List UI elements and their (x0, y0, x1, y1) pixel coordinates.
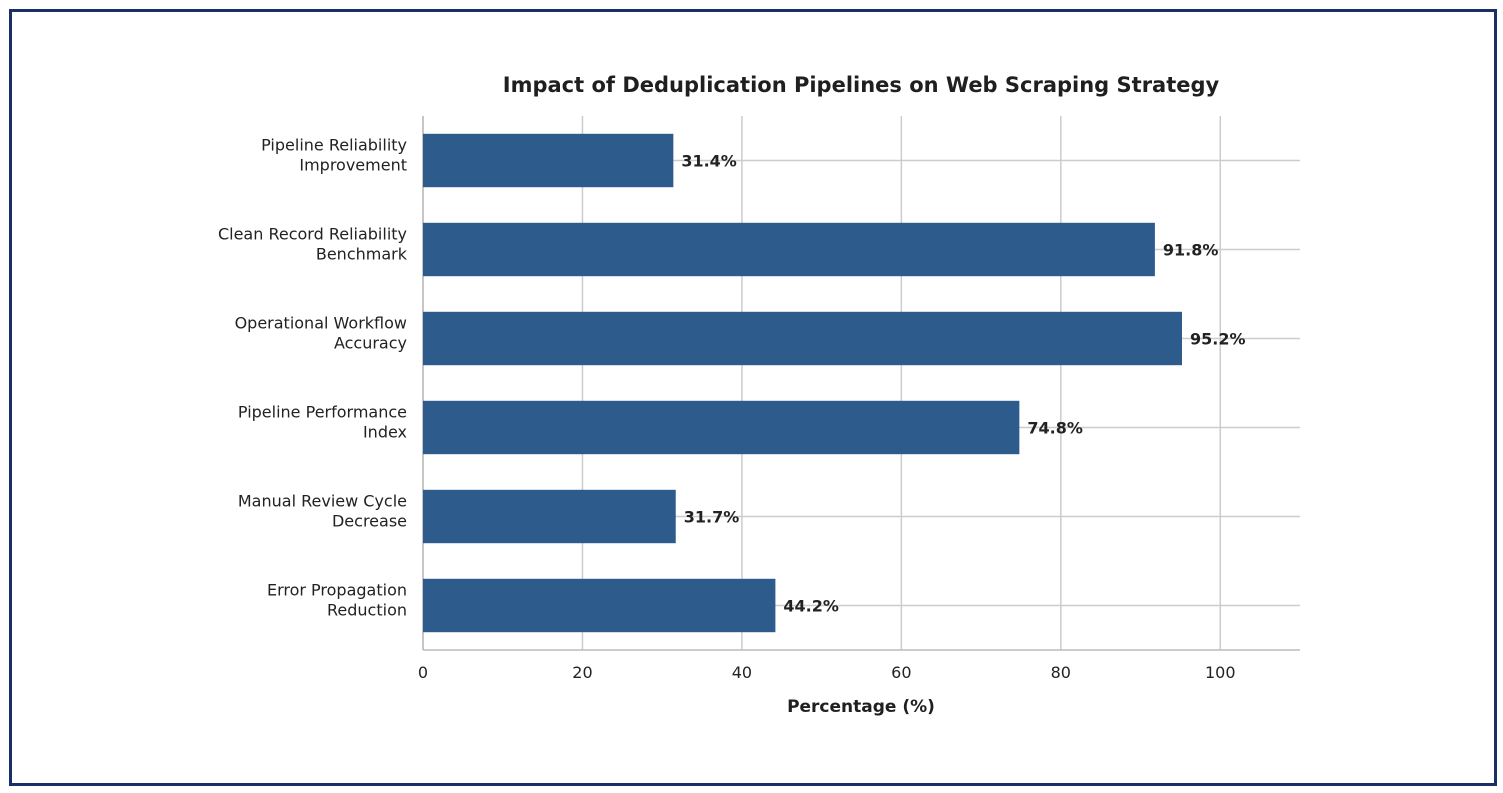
y-category-label-line: Manual Review Cycle (238, 492, 407, 511)
y-category-label-line: Index (363, 423, 407, 442)
x-tick-label: 100 (1205, 663, 1236, 682)
x-tick-label: 80 (1051, 663, 1071, 682)
y-category-label-line: Decrease (332, 512, 407, 531)
y-category-label-line: Operational Workflow (235, 314, 407, 333)
x-tick-label: 60 (891, 663, 911, 682)
axis-layer: 0 20 40 60 80 100 (418, 116, 1300, 682)
y-category-label-line: Pipeline Reliability (261, 136, 407, 155)
bar-value-label: 31.4% (681, 152, 737, 171)
x-tick-label: 40 (732, 663, 752, 682)
bar-layer (423, 133, 1183, 633)
bar-value-label: 74.8% (1027, 419, 1083, 438)
y-category-label: Operational Workflow Accuracy (235, 314, 407, 353)
label-layer: 31.4% Pipeline Reliability Improvement 91.8… (218, 136, 1246, 620)
chart-title: Impact of Deduplication Pipelines on Web… (503, 73, 1220, 97)
y-category-label: Error Propagation Reduction (267, 581, 407, 620)
bar (423, 133, 674, 188)
bar (423, 489, 676, 544)
y-category-label: Pipeline Performance Index (238, 403, 407, 442)
bar (423, 311, 1183, 366)
bar-value-label: 44.2% (783, 597, 839, 616)
bar-value-label: 91.8% (1163, 241, 1219, 260)
bar (423, 400, 1020, 455)
x-tick-label: 20 (572, 663, 592, 682)
y-category-label-line: Clean Record Reliability (218, 225, 407, 244)
y-category-label: Manual Review Cycle Decrease (238, 492, 407, 531)
bar (423, 578, 776, 633)
grid-layer (422, 116, 1300, 650)
bar-value-label: 95.2% (1190, 330, 1246, 349)
bar (423, 222, 1155, 277)
x-axis-label: Percentage (%) (787, 697, 935, 717)
y-category-label-line: Pipeline Performance (238, 403, 407, 422)
x-tick-label: 0 (418, 663, 428, 682)
chart-frame (9, 9, 1497, 786)
y-category-label-line: Accuracy (334, 334, 407, 353)
y-category-label-line: Benchmark (316, 245, 408, 264)
y-category-label: Clean Record Reliability Benchmark (218, 225, 408, 264)
y-category-label-line: Error Propagation (267, 581, 407, 600)
y-category-label-line: Reduction (327, 601, 407, 620)
bar-value-label: 31.7% (684, 508, 740, 527)
y-category-label-line: Improvement (299, 156, 407, 175)
y-category-label: Pipeline Reliability Improvement (261, 136, 407, 175)
